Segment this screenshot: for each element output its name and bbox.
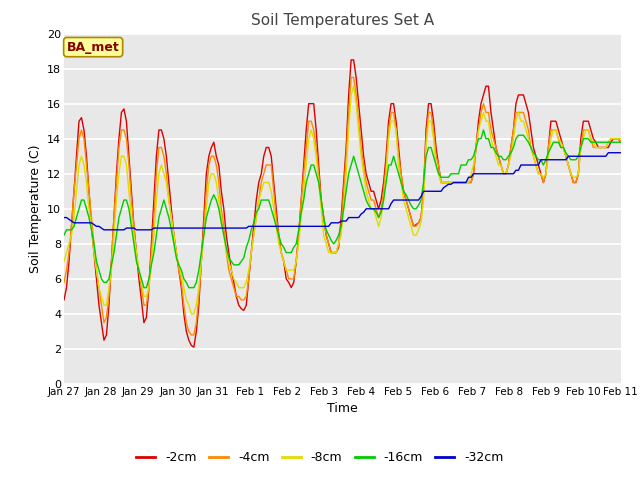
Title: Soil Temperatures Set A: Soil Temperatures Set A (251, 13, 434, 28)
X-axis label: Time: Time (327, 402, 358, 415)
Y-axis label: Soil Temperature (C): Soil Temperature (C) (29, 144, 42, 273)
Legend: -2cm, -4cm, -8cm, -16cm, -32cm: -2cm, -4cm, -8cm, -16cm, -32cm (131, 446, 509, 469)
Text: BA_met: BA_met (67, 41, 120, 54)
